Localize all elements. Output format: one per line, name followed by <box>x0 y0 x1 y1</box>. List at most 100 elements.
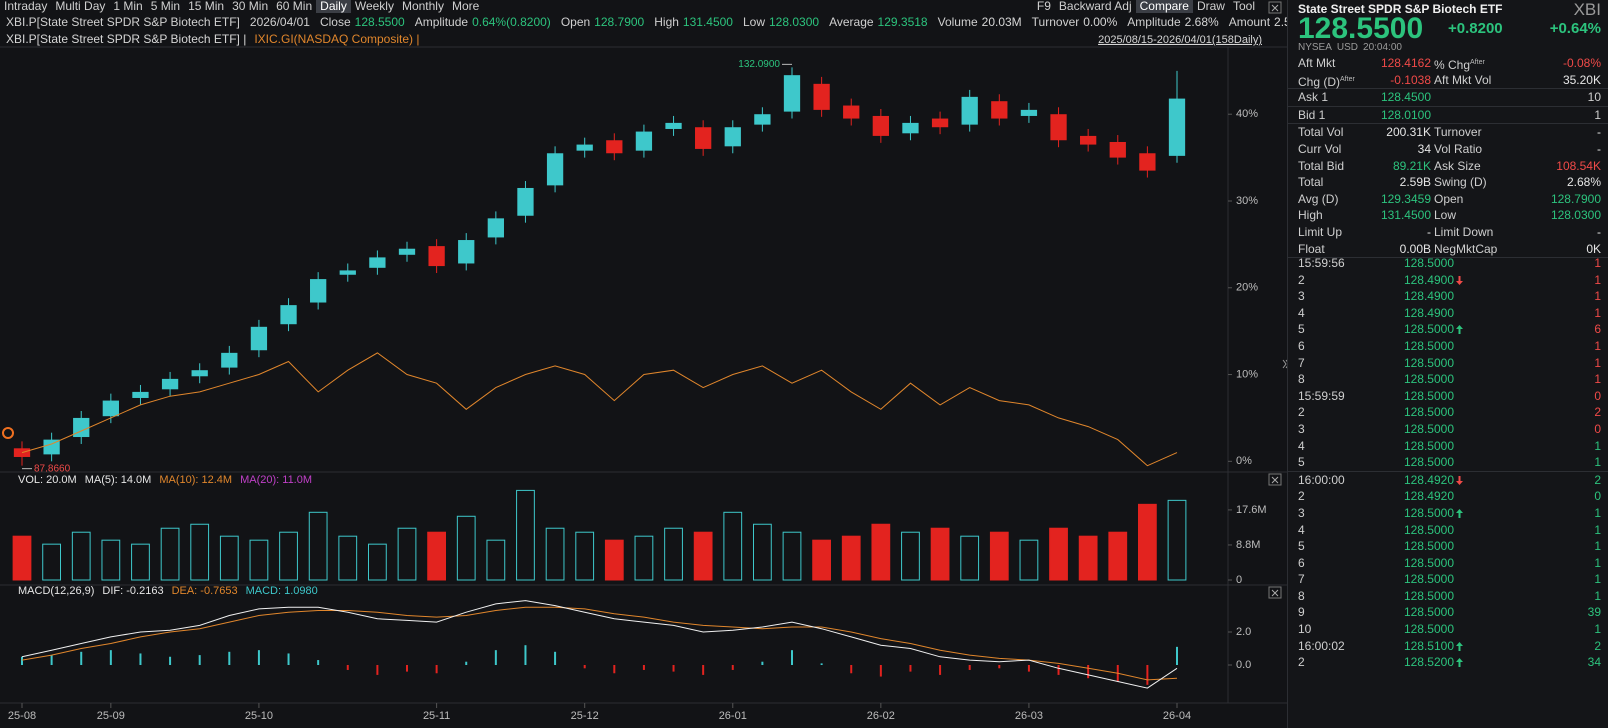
trade-price: 128.5000 <box>1403 438 1454 453</box>
candle-body <box>991 101 1008 119</box>
close-button[interactable] <box>1268 473 1282 486</box>
stat-cell: 128.4162 <box>1380 56 1431 70</box>
candle-body <box>635 131 653 151</box>
dif-line <box>21 600 1178 689</box>
volume-bar <box>1019 539 1039 581</box>
volume-bar <box>930 527 950 581</box>
volume-bar <box>989 531 1009 581</box>
period-tab[interactable]: Multi Day <box>55 0 106 13</box>
trade-time: 10 <box>1298 622 1312 637</box>
volume-bar <box>812 539 832 581</box>
period-tab[interactable]: 5 Min <box>150 0 181 13</box>
tool-button[interactable]: Backward Adj <box>1058 0 1132 13</box>
trade-price: 128.4900 <box>1403 272 1454 287</box>
range-label: 2025/08/15-2026/04/01(158Daily) <box>1098 34 1262 46</box>
trade-time: 2 <box>1298 489 1305 504</box>
period-tab[interactable]: Daily <box>316 0 351 13</box>
stat-cell: 89.21K <box>1392 158 1431 173</box>
candle-body <box>665 122 682 129</box>
volume-bar <box>456 515 476 581</box>
trade-row: 2 128.4920 0 <box>1288 488 1608 505</box>
volume-bar <box>604 539 624 581</box>
candle-body <box>221 352 238 368</box>
candle-body <box>1139 153 1156 171</box>
tool-button[interactable]: Draw <box>1196 0 1225 13</box>
stat-cell: Avg (D) <box>1298 191 1339 206</box>
stats-row: Total Vol 200.31K Turnover - <box>1288 124 1608 141</box>
y-tick-label: 30% <box>1236 195 1258 207</box>
stat-cell: Aft Mkt <box>1298 56 1336 70</box>
stat-cell: NegMktCap <box>1434 241 1498 256</box>
trade-time: 16:00:00 <box>1298 472 1345 487</box>
trade-time: 5 <box>1298 539 1305 554</box>
volume-bar <box>960 535 980 581</box>
candle-body <box>458 240 475 264</box>
tool-button[interactable]: F9 <box>1036 0 1051 13</box>
info-value: 128.5500 <box>354 15 405 29</box>
stat-cell: 131.4500 <box>1380 208 1431 223</box>
tool-button[interactable]: Tool <box>1232 0 1255 13</box>
x-tick-label: 26-03 <box>1015 710 1043 722</box>
trade-time: 3 <box>1298 289 1305 304</box>
tool-button[interactable]: Compare <box>1135 0 1193 13</box>
stat-cell: Ask Size <box>1434 158 1481 173</box>
trade-volume: 6 <box>1594 322 1601 337</box>
stats-row: Chg (D)After -0.1038 Aft Mkt Vol 35.20K <box>1288 72 1608 89</box>
trade-time: 8 <box>1298 588 1305 603</box>
stat-cell: Total Vol <box>1298 125 1344 140</box>
volume-bar <box>1138 503 1157 581</box>
period-tab[interactable]: 1 Min <box>113 0 143 13</box>
trade-arrow <box>1456 275 1463 285</box>
trade-time: 8 <box>1298 372 1305 387</box>
trade-volume: 34 <box>1587 655 1601 670</box>
period-tab[interactable]: 30 Min <box>232 0 269 13</box>
stats-row: Total Bid 89.21K Ask Size 108.54K <box>1288 158 1608 175</box>
info-value: 128.7900 <box>594 15 645 29</box>
period-tab[interactable]: Intraday <box>4 0 48 13</box>
info-label: Close <box>319 15 351 29</box>
period-tab[interactable]: 60 Min <box>276 0 313 13</box>
period-tab[interactable]: More <box>451 0 480 13</box>
x-tick-label: 25-09 <box>97 710 125 722</box>
candle-body <box>428 246 445 267</box>
candle-body <box>487 218 504 238</box>
stat-cell: Bid 1 <box>1298 107 1326 122</box>
stat-cell: 129.3459 <box>1380 191 1431 206</box>
toolbar: Intraday Multi Day 1 Min 5 Min 15 Min 30 Min 6… <box>0 0 1285 13</box>
info-label: Turnover <box>1031 15 1080 29</box>
volume-bar <box>753 523 772 581</box>
trade-group: 16:00:00 128.4920 2 2 128.4920 0 3 128.5000 1 4 12… <box>1288 472 1608 671</box>
candle-body <box>310 279 327 303</box>
trade-price: 128.5100 <box>1403 638 1454 653</box>
trade-price: 128.4900 <box>1403 305 1454 320</box>
volume-bar <box>1078 535 1098 581</box>
volume-bar <box>131 543 150 581</box>
close-button[interactable] <box>1268 1 1282 14</box>
candle-body <box>1168 98 1186 156</box>
trade-price: 128.5000 <box>1403 322 1454 337</box>
period-tab[interactable]: Monthly <box>401 0 444 13</box>
trade-list: 15:59:56 128.5000 1 2 128.4900 1 3 128.4900 1 4 12… <box>1288 255 1608 671</box>
stats-row: Curr Vol 34 Vol Ratio - <box>1288 141 1608 158</box>
quote-time: 20:04:00 <box>1363 42 1402 53</box>
volume-bar <box>664 527 683 581</box>
info-label: High <box>654 15 679 29</box>
stat-cell: Total Bid <box>1298 158 1345 173</box>
stats-group: Bid 1 128.0100 1 <box>1288 107 1608 125</box>
info-bar: XBI.P[State Street SPDR S&P Biotech ETF]… <box>6 14 1315 30</box>
info-value: 20.03M <box>981 15 1022 29</box>
trade-price: 128.5000 <box>1403 421 1454 436</box>
trade-time: 7 <box>1298 355 1305 370</box>
info-label: Open <box>560 15 591 29</box>
period-tab[interactable]: Weekly <box>354 0 394 13</box>
volume-bar <box>516 489 535 581</box>
legend-entry: IXIC.GI(NASDAQ Composite) | <box>254 32 419 46</box>
collapse-icon[interactable] <box>1282 359 1287 369</box>
close-button[interactable] <box>1268 586 1282 599</box>
legend-entry: MACD(12,26,9) <box>18 585 94 597</box>
candle-body <box>1109 141 1126 158</box>
stat-cell: Vol Ratio <box>1434 141 1483 156</box>
period-tab[interactable]: 15 Min <box>188 0 225 13</box>
trade-time: 6 <box>1298 338 1305 353</box>
trade-price: 128.5000 <box>1403 256 1454 270</box>
